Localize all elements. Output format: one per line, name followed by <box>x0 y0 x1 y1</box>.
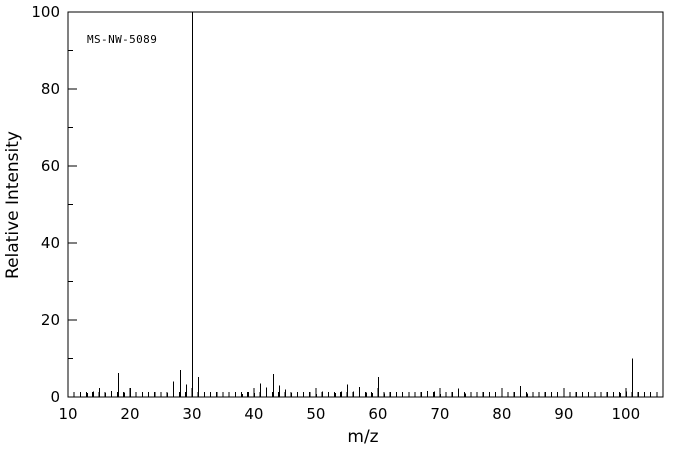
x-tick-label: 90 <box>554 405 573 423</box>
x-tick-label: 80 <box>492 405 511 423</box>
x-tick-label: 50 <box>306 405 325 423</box>
y-tick-label: 20 <box>41 311 60 329</box>
x-tick-label: 100 <box>611 405 640 423</box>
x-tick-label: 20 <box>120 405 139 423</box>
y-axis-title: Relative Intensity <box>3 131 23 279</box>
y-tick-label: 80 <box>41 80 60 98</box>
spectrum-peaks <box>68 12 663 398</box>
x-axis-ticks <box>67 388 664 397</box>
plot-frame <box>67 11 664 398</box>
x-tick-label: 10 <box>58 405 77 423</box>
x-tick-label: 70 <box>430 405 449 423</box>
plot-box <box>67 11 664 398</box>
y-tick-label: 0 <box>50 388 60 406</box>
y-tick-label: 40 <box>41 234 60 252</box>
x-tick-label: 40 <box>244 405 263 423</box>
x-axis-title: m/z <box>347 427 378 447</box>
y-axis-ticks <box>68 11 77 398</box>
x-tick-label: 30 <box>182 405 201 423</box>
y-tick-label: 100 <box>31 3 60 21</box>
x-axis-tick-labels: 10 20 30 40 50 60 70 80 90 100 <box>58 405 640 423</box>
x-tick-label: 60 <box>368 405 387 423</box>
y-axis-tick-labels: 0 20 40 60 80 100 <box>31 3 60 406</box>
y-tick-label: 60 <box>41 157 60 175</box>
spectrum-id-annotation: MS-NW-5089 <box>87 33 157 46</box>
